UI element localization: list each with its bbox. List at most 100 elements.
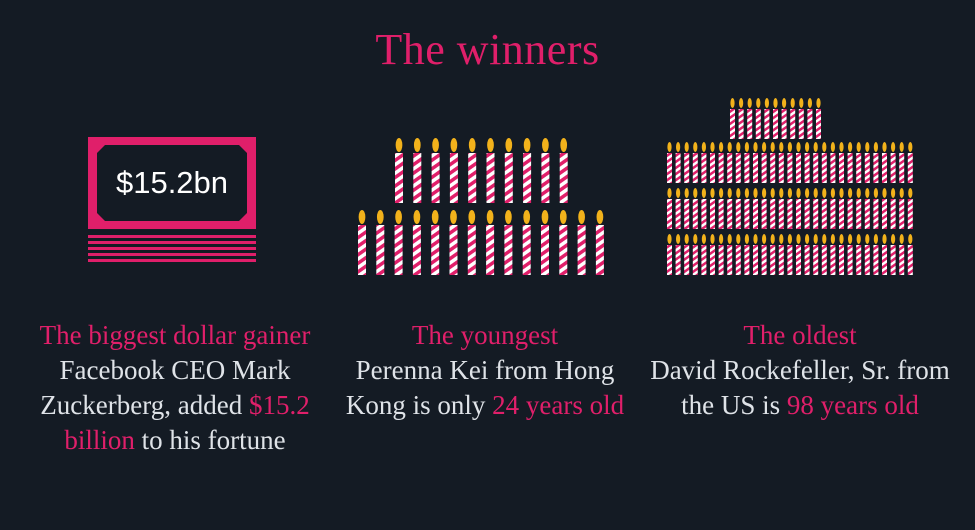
candle-flame [736,142,741,152]
candle-flame [468,138,476,152]
candle [718,142,724,183]
candle-body [755,109,761,139]
candle-flame [684,142,689,152]
candle [504,210,513,275]
candle [899,188,905,229]
candle-flame [523,138,531,152]
candle [431,138,440,203]
biggest-gainer-desc-1: Facebook CEO Mark Zuckerberg, added [40,355,291,420]
candle-body [907,153,913,183]
candle [376,210,385,275]
candle-flame [450,138,458,152]
candle-flame [865,188,870,198]
candle [882,142,887,183]
youngest-age: 24 years old [492,390,625,420]
candle-flame [753,188,758,198]
candle [770,234,776,275]
youngest-candles [358,138,604,275]
banknote-icon: $15.2bn [88,137,256,265]
candle [358,210,366,275]
candle [839,142,844,183]
candle [773,98,778,139]
candle-flame [756,98,761,108]
candle-flame [744,234,749,244]
candle [735,188,741,229]
candle-flame [523,210,531,224]
bill-stack-line [88,235,256,238]
candle-flame [813,142,818,152]
candle-flame [822,188,827,198]
candle-flame [891,142,896,152]
candle-flame [719,234,724,244]
candle-body [778,245,784,275]
candle-flame [770,234,775,244]
candle-flame [899,188,904,198]
candle-body [899,245,905,275]
candle-body [907,245,913,275]
candle-body [541,153,550,203]
candle [770,142,776,183]
candle [710,234,715,275]
candle-body [718,153,724,183]
candle-flame [395,138,403,152]
candle-body [744,199,750,229]
candle-flame [413,138,421,152]
candle-flame [693,142,698,152]
candle-body [701,199,707,229]
candle [796,234,801,275]
candle-body [890,199,896,229]
candle-body [839,153,844,183]
candle-body [830,245,836,275]
biggest-gainer-text: The biggest dollar gainer Facebook CEO M… [20,318,330,458]
candle [412,210,421,275]
candle [821,234,827,275]
candle-flame [542,138,549,152]
candle [727,142,733,183]
candle-flame [701,142,706,152]
candle-body [710,199,715,229]
candle-body [559,225,568,275]
candle [595,210,604,275]
candle-flame [560,138,568,152]
candle-flame [899,234,904,244]
candle-body [907,199,913,229]
candle-flame [848,188,853,198]
candle-flame [505,138,513,152]
bill-stack-line [88,259,256,262]
candle-body [449,153,458,203]
candle-flame [376,210,384,224]
candle-flame [799,98,804,108]
candle-body [358,225,366,275]
candle [522,210,531,275]
candle-body [431,225,440,275]
candle [701,188,707,229]
candle-body [577,225,586,275]
candle [864,234,870,275]
biggest-gainer-desc-2: to his fortune [134,425,286,455]
candle-body [821,199,827,229]
candle [830,142,836,183]
candle-flame [432,138,439,152]
candle-body [856,245,862,275]
candle [764,98,770,139]
candle-flame [779,142,784,152]
candle-flame [719,188,724,198]
candle [394,210,403,275]
candle-body [798,109,804,139]
bill-stack-line [88,253,256,256]
candle-flame [830,188,835,198]
candle [787,188,793,229]
candle-body [738,109,744,139]
candle-body [796,245,801,275]
candle [727,234,733,275]
candle [847,142,853,183]
candle-body [813,199,819,229]
candle [847,234,853,275]
candle-body [804,153,810,183]
candle-body [830,199,836,229]
candle [727,188,733,229]
candle [744,188,750,229]
candle [692,234,698,275]
candle [830,188,836,229]
candle-body [787,199,793,229]
